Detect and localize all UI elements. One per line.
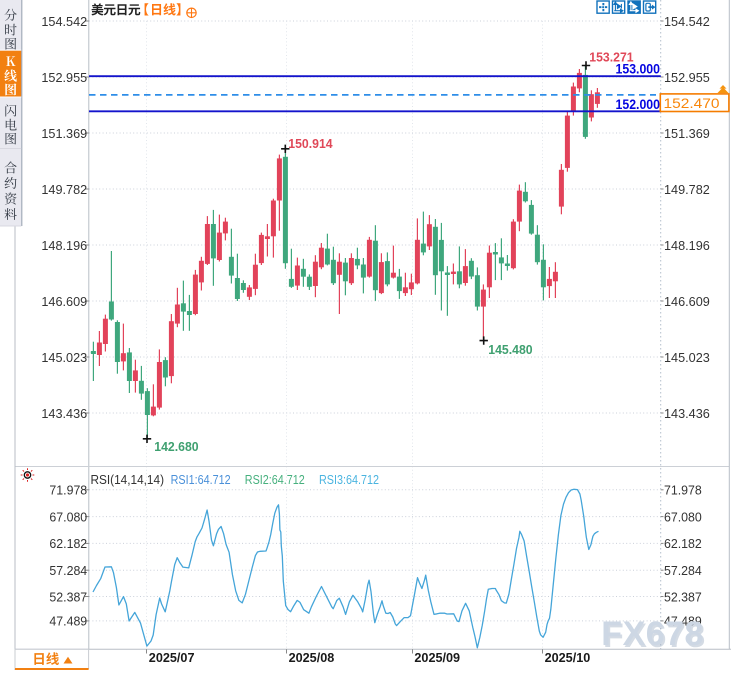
svg-text:154.542: 154.542 <box>41 14 87 29</box>
svg-text:153.271: 153.271 <box>589 49 633 64</box>
svg-text:146.609: 146.609 <box>664 294 710 309</box>
svg-text:2025/10: 2025/10 <box>545 650 591 665</box>
svg-text:52.387: 52.387 <box>664 589 702 604</box>
svg-text:149.782: 149.782 <box>664 182 710 197</box>
svg-text:62.182: 62.182 <box>49 536 87 551</box>
svg-text:2025/08: 2025/08 <box>289 650 335 665</box>
svg-text:142.680: 142.680 <box>154 439 198 454</box>
svg-text:152.000: 152.000 <box>616 97 661 112</box>
svg-text:149.782: 149.782 <box>41 182 87 197</box>
svg-text:150.914: 150.914 <box>288 136 333 151</box>
svg-text:67.080: 67.080 <box>664 509 702 524</box>
svg-text:2025/09: 2025/09 <box>414 650 460 665</box>
svg-text:52.387: 52.387 <box>49 589 87 604</box>
svg-text:57.284: 57.284 <box>664 563 702 578</box>
svg-text:151.369: 151.369 <box>41 126 87 141</box>
svg-text:71.978: 71.978 <box>49 483 87 498</box>
svg-text:151.369: 151.369 <box>664 126 710 141</box>
svg-text:47.489: 47.489 <box>664 614 702 629</box>
svg-text:67.080: 67.080 <box>49 509 87 524</box>
svg-text:62.182: 62.182 <box>664 536 702 551</box>
svg-text:145.023: 145.023 <box>664 350 710 365</box>
svg-text:143.436: 143.436 <box>664 406 710 421</box>
svg-text:71.978: 71.978 <box>664 483 702 498</box>
svg-text:RSI2:64.712: RSI2:64.712 <box>245 472 305 487</box>
svg-text:145.480: 145.480 <box>488 342 532 357</box>
svg-text:57.284: 57.284 <box>49 563 87 578</box>
svg-text:148.196: 148.196 <box>41 238 87 253</box>
svg-text:47.489: 47.489 <box>49 614 87 629</box>
svg-text:145.023: 145.023 <box>41 350 87 365</box>
svg-text:RSI3:64.712: RSI3:64.712 <box>319 472 379 487</box>
svg-text:FX678: FX678 <box>601 615 704 653</box>
svg-text:FX678: FX678 <box>603 617 706 655</box>
svg-text:143.436: 143.436 <box>41 406 87 421</box>
svg-text:154.542: 154.542 <box>664 14 710 29</box>
svg-text:146.609: 146.609 <box>41 294 87 309</box>
svg-text:152.955: 152.955 <box>664 70 710 85</box>
svg-text:152.955: 152.955 <box>41 70 87 85</box>
svg-text:148.196: 148.196 <box>664 238 710 253</box>
svg-text:2025/07: 2025/07 <box>149 650 195 665</box>
svg-text:153.000: 153.000 <box>616 62 661 77</box>
svg-text:152.470: 152.470 <box>664 96 720 112</box>
svg-text:RSI1:64.712: RSI1:64.712 <box>171 472 231 487</box>
svg-text:RSI(14,14,14): RSI(14,14,14) <box>91 472 165 487</box>
